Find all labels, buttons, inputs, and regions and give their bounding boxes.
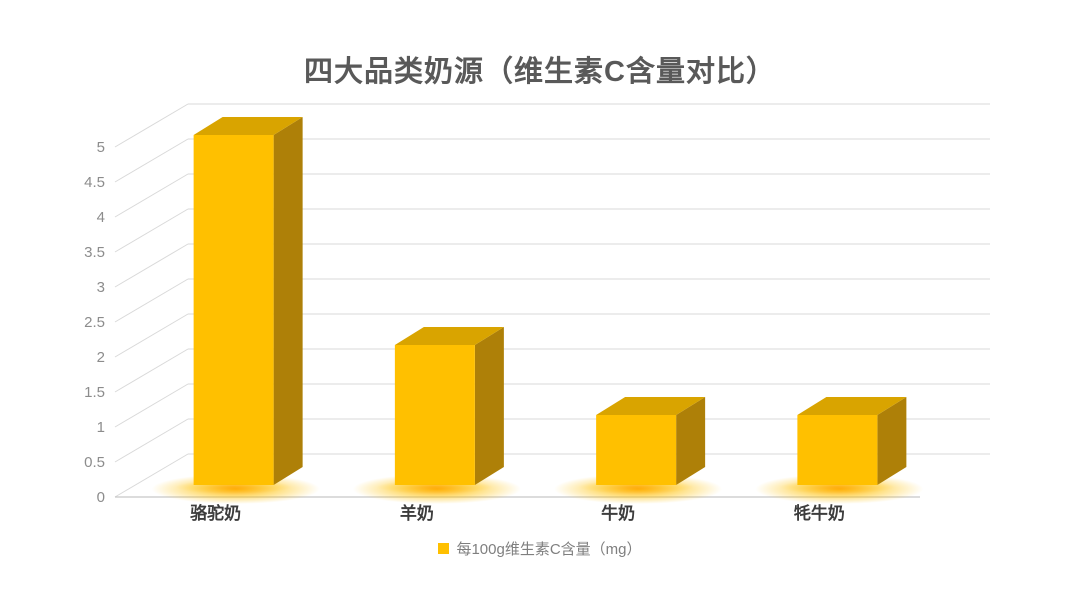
y-axis-tick-label: 0	[97, 489, 105, 506]
chart-title: 四大品类奶源（维生素C含量对比）	[304, 56, 776, 88]
gridline-diagonal	[114, 278, 189, 323]
y-axis-tick-label: 3.5	[84, 244, 105, 261]
bar-side-face	[877, 397, 907, 485]
bar-top-face	[797, 397, 907, 415]
y-axis-tick-label: 4	[97, 209, 105, 226]
y-axis-tick-label: 2	[97, 349, 105, 366]
gridline-diagonal	[114, 418, 189, 463]
bar-front-face	[797, 415, 878, 485]
category-label: 牛奶	[601, 503, 635, 523]
y-axis-tick-label: 4.5	[84, 174, 105, 191]
gridline-diagonal	[114, 208, 189, 253]
bar-group: 羊奶	[352, 327, 521, 523]
gridline-diagonal	[114, 453, 189, 498]
bar-top-face	[193, 117, 303, 135]
bar-glow-front-wash	[779, 480, 896, 494]
category-label: 羊奶	[400, 503, 434, 523]
bar-glow-front-wash	[175, 480, 292, 494]
category-label: 牦牛奶	[794, 503, 845, 523]
bar-side-face	[474, 327, 504, 485]
y-axis-tick-label: 1.5	[84, 384, 105, 401]
bar-side-face	[273, 117, 303, 485]
legend: 每100g维生素C含量（mg）	[0, 538, 1080, 558]
bar-top-face	[596, 397, 706, 415]
legend-label: 每100g维生素C含量（mg）	[456, 540, 642, 558]
bar-side-face	[676, 397, 706, 485]
gridline-diagonal	[114, 383, 189, 428]
gridline-diagonal	[114, 313, 189, 358]
bar-glow-front-wash	[376, 480, 493, 494]
gridline-diagonal	[114, 243, 189, 288]
y-axis-tick-label: 0.5	[84, 454, 105, 471]
category-label: 骆驼奶	[190, 503, 241, 523]
gridline-diagonal	[114, 138, 189, 183]
gridline-diagonal	[114, 348, 189, 393]
y-axis-tick-label: 1	[97, 419, 105, 436]
bar-group: 牦牛奶	[755, 397, 924, 523]
bar-front-face	[193, 135, 274, 485]
legend-marker-swatch	[438, 542, 450, 554]
bar-group: 牛奶	[554, 397, 723, 523]
bar-glow-front-wash	[578, 480, 695, 494]
bar-front-face	[394, 345, 475, 485]
bar-top-face	[394, 327, 504, 345]
bar-group: 骆驼奶	[151, 117, 320, 523]
y-axis-tick-label: 2.5	[84, 314, 105, 331]
bar-front-face	[596, 415, 677, 485]
y-axis-tick-label: 3	[97, 279, 105, 296]
y-axis-tick-label: 5	[97, 139, 105, 156]
gridline-diagonal	[114, 103, 189, 148]
gridline-diagonal	[114, 173, 189, 218]
